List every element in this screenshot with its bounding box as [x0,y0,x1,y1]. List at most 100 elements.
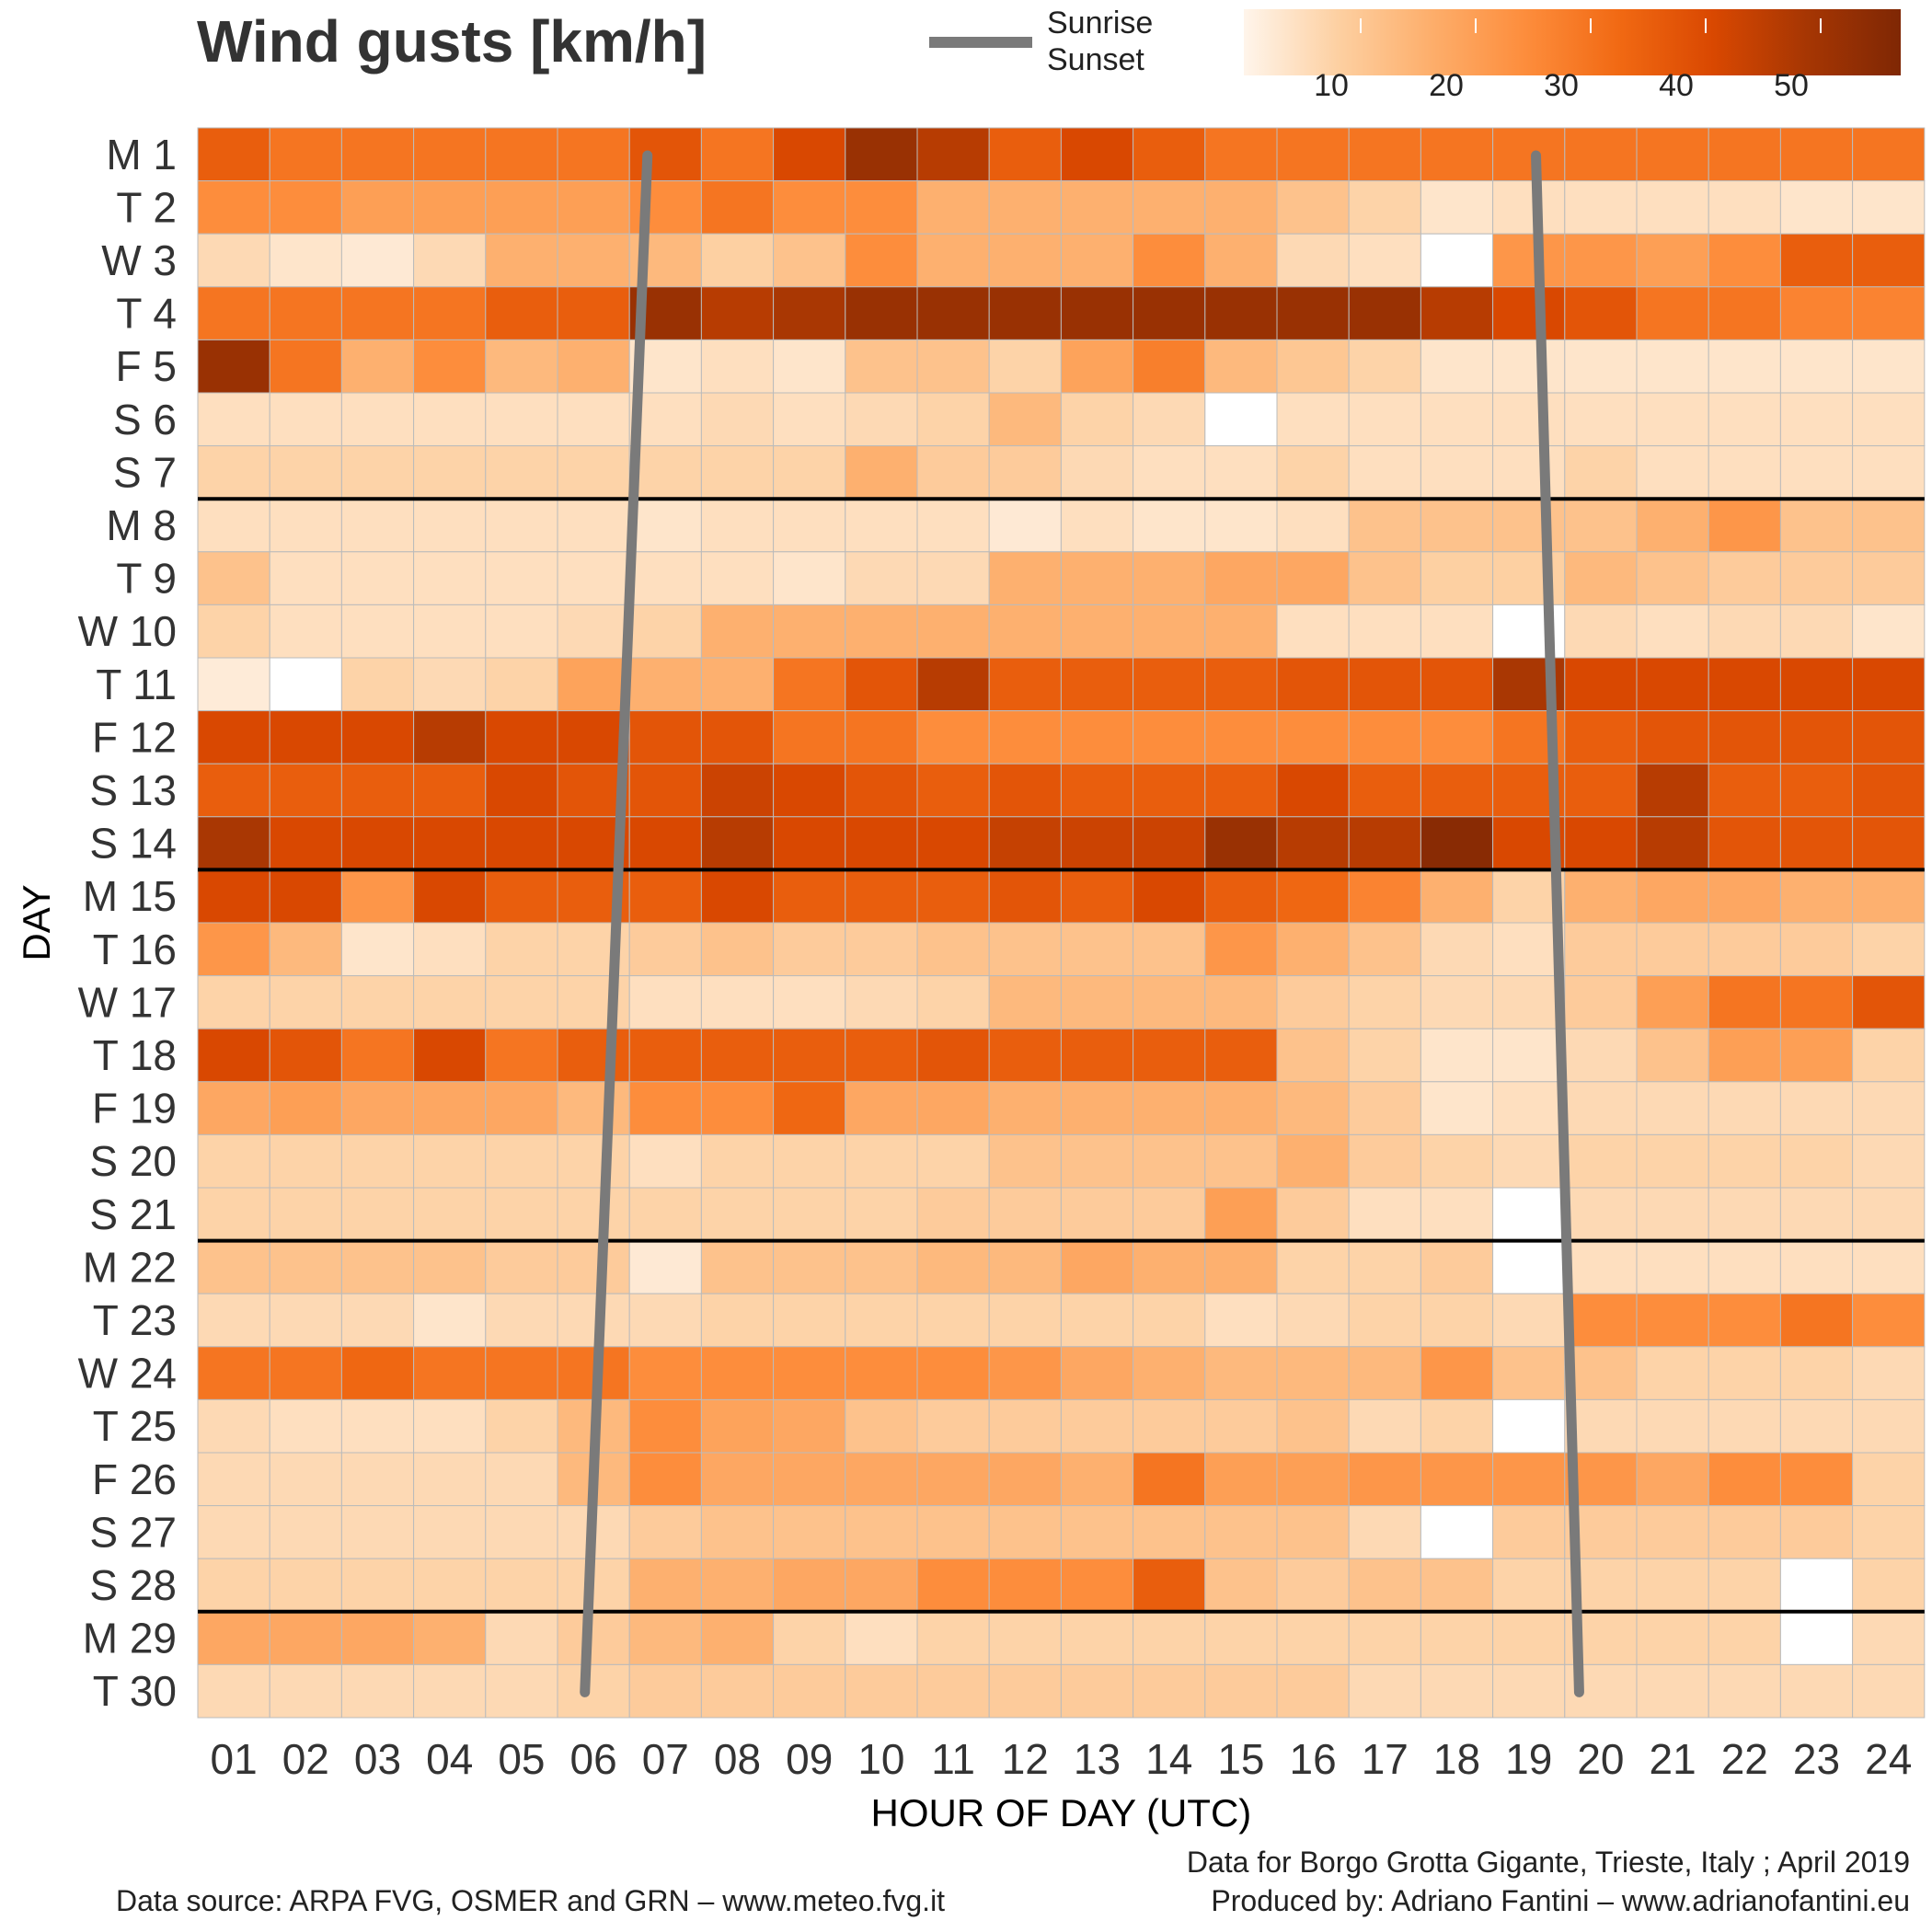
heatmap-cell [1133,1293,1206,1348]
heatmap-cell [1779,1028,1854,1083]
heatmap-cell [1060,1133,1134,1189]
heatmap-cell [485,233,558,288]
heatmap-cell [1133,498,1206,553]
heatmap-cell [1060,1028,1134,1083]
heatmap-cell [988,1081,1062,1135]
heatmap-cell [700,498,775,553]
heatmap-cell [1852,763,1926,818]
y-tick-label: M 29 [83,1615,177,1662]
heatmap-cell [916,1452,990,1507]
heatmap-cell [1852,498,1926,553]
heatmap-cell [269,392,342,447]
heatmap-cell [269,816,342,870]
x-tick-label: 12 [1002,1735,1049,1783]
heatmap-cell [773,922,846,977]
heatmap-cell [916,604,990,659]
heatmap-cell [845,1505,918,1559]
heatmap-cell [1492,1081,1566,1135]
heatmap-cell [1492,445,1566,500]
heatmap-cell [916,1081,990,1135]
heatmap-cell [1852,286,1926,340]
heatmap-cell [1060,1663,1134,1719]
heatmap-cell [700,868,775,924]
heatmap-cell [1708,1293,1781,1348]
heatmap-cell [413,1558,487,1613]
heatmap-cell [340,392,415,447]
heatmap-cell [340,868,415,924]
heatmap-cell [197,1346,270,1400]
heatmap-cell [1852,1505,1926,1559]
heatmap-cell [1133,1611,1206,1665]
heatmap-cell [1564,445,1638,500]
heatmap-cell [1348,1505,1421,1559]
heatmap-cell [1708,1081,1781,1135]
heatmap-cell [269,710,342,765]
colorbar-tick-label: 20 [1429,68,1464,103]
heatmap-cell [1779,1611,1854,1665]
heatmap-cell [197,1187,270,1242]
heatmap-cell [485,868,558,924]
heatmap-cell [1420,1346,1494,1400]
heatmap-cell [340,1663,415,1719]
heatmap-cell [413,922,487,977]
footer-produced-by: Produced by: Adriano Fantini – www.adria… [1211,1884,1910,1917]
heatmap-cell [1564,551,1638,605]
heatmap-cell [413,604,487,659]
x-tick-label: 03 [354,1735,401,1783]
heatmap-cell [916,498,990,553]
heatmap-cell [1852,1133,1926,1189]
heatmap-cell [773,1452,846,1507]
heatmap-cell [340,1452,415,1507]
heatmap-cell [269,657,342,712]
y-tick-label: W 10 [78,607,177,655]
x-tick-label: 06 [570,1735,617,1783]
heatmap-cell [916,286,990,340]
heatmap-cell [1779,868,1854,924]
heatmap-cell [1348,551,1421,605]
heatmap-cell [628,816,702,870]
colorbar-tick-mark [1820,18,1822,33]
heatmap-cell [1564,180,1638,235]
heatmap-cell [1204,180,1278,235]
heatmap-cell [1564,1028,1638,1083]
heatmap-cell [340,763,415,818]
heatmap-cell [1779,975,1854,1029]
heatmap-cell [1779,127,1854,182]
heatmap-cell [197,1452,270,1507]
heatmap-cell [988,392,1062,447]
heatmap-cell [1276,1187,1350,1242]
heatmap-cell [1204,657,1278,712]
heatmap-cell [1060,1346,1134,1400]
heatmap-cell [1060,498,1134,553]
heatmap-cell [485,604,558,659]
heatmap-cell [628,1558,702,1613]
heatmap-cell [485,710,558,765]
chart-title: Wind gusts [km/h] [197,8,707,75]
heatmap-cell [916,339,990,394]
heatmap-cell [700,233,775,288]
heatmap-cell [1276,286,1350,340]
heatmap-cell [1348,1187,1421,1242]
heatmap-cell [485,1558,558,1613]
y-tick-label: S 14 [89,820,177,868]
heatmap-cell [269,498,342,553]
heatmap-cell [845,763,918,818]
footer-data-for: Data for Borgo Grotta Gigante, Trieste, … [1186,1846,1910,1879]
heatmap-cell [413,339,487,394]
heatmap-cell [1636,286,1709,340]
heatmap-cell [700,127,775,182]
y-tick-label: W 3 [101,236,177,284]
heatmap-cell [700,339,775,394]
heatmap-cell [1348,1133,1421,1189]
heatmap-cell [1708,975,1781,1029]
heatmap-cell [700,1398,775,1454]
heatmap-cell [1348,392,1421,447]
heatmap-cell [340,1133,415,1189]
heatmap-cell [773,498,846,553]
heatmap-cell [1276,710,1350,765]
heatmap-cell [1636,1346,1709,1400]
heatmap-cell [845,657,918,712]
heatmap-cell [1636,1663,1709,1719]
heatmap-cell [628,1663,702,1719]
heatmap-cell [1204,1240,1278,1294]
